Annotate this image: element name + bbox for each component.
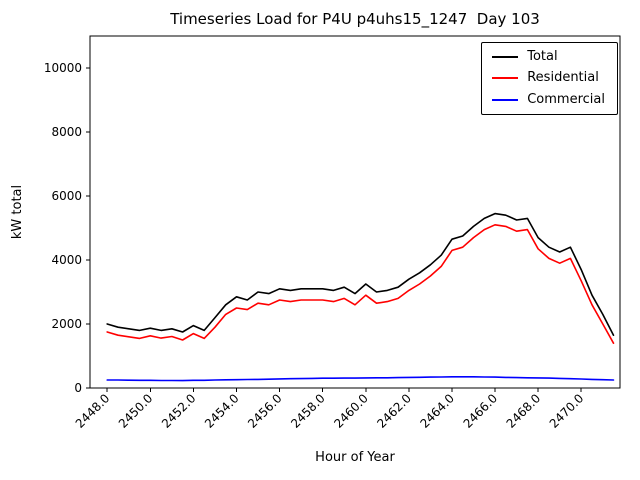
chart-title: Timeseries Load for P4U p4uhs15_1247 Day… [170, 10, 540, 28]
legend: Total Residential Commercial [481, 42, 618, 115]
legend-item-residential: Residential [492, 70, 605, 86]
series-line-residential [106, 224, 615, 345]
legend-label: Total [527, 49, 558, 64]
x-tick-label: 2460.0 [331, 391, 371, 431]
series-line-commercial [106, 375, 615, 382]
legend-item-commercial: Commercial [492, 91, 605, 107]
legend-swatch-commercial [492, 98, 519, 101]
x-tick-label: 2452.0 [159, 391, 199, 431]
x-tick-label: 2468.0 [504, 391, 544, 431]
x-tick-label: 2464.0 [417, 391, 457, 431]
y-tick-label: 6000 [51, 189, 82, 203]
legend-label: Residential [527, 70, 599, 86]
x-tick-label: 2456.0 [245, 391, 285, 431]
legend-label: Commercial [527, 91, 605, 107]
y-tick-label: 8000 [51, 125, 82, 139]
x-tick-label: 2458.0 [288, 391, 328, 431]
x-tick-label: 2448.0 [73, 391, 113, 431]
legend-swatch-residential [492, 77, 519, 80]
legend-swatch-total [492, 56, 519, 59]
x-tick-label: 2466.0 [461, 391, 501, 431]
x-axis-label: Hour of Year [315, 450, 395, 465]
x-tick-label: 2450.0 [116, 391, 156, 431]
x-tick-label: 2454.0 [202, 391, 242, 431]
legend-item-total: Total [492, 49, 605, 64]
y-tick-label: 2000 [51, 317, 82, 331]
y-tick-label: 0 [74, 381, 82, 395]
axes-frame [89, 35, 621, 389]
x-tick-label: 2462.0 [374, 391, 414, 431]
y-tick-label: 4000 [51, 253, 82, 267]
y-tick-label: 10000 [44, 61, 82, 75]
x-tick-label: 2470.0 [547, 391, 587, 431]
series-line-total [106, 212, 615, 337]
